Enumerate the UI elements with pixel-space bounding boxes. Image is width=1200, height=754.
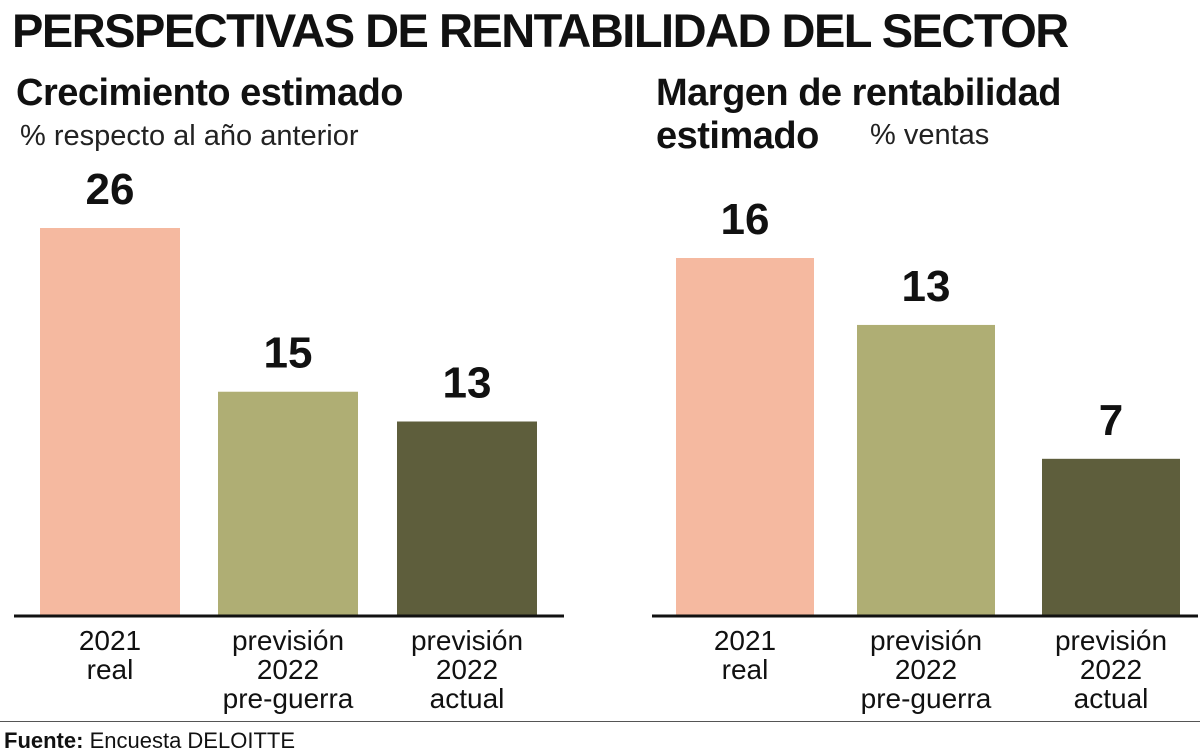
chart2-category-label-2-line-2: 2022 — [895, 654, 957, 685]
chart2-bar-1 — [676, 258, 814, 615]
chart-title: PERSPECTIVAS DE RENTABILIDAD DEL SECTOR — [12, 4, 1069, 57]
chart1-category-label-3-line-1: previsión — [411, 625, 523, 656]
chart2-value-label-2: 13 — [902, 262, 951, 311]
panel-2-title-line1: Margen de rentabilidad — [656, 72, 1061, 114]
source-text: Encuesta DELOITTE — [89, 728, 295, 753]
chart1-category-label-2-line-3: pre-guerra — [223, 683, 354, 714]
chart1-value-label-2: 15 — [264, 329, 313, 378]
source-label: Fuente: — [4, 728, 84, 753]
panel-1-subtitle: % respecto al año anterior — [20, 120, 359, 152]
chart1-category-label-3-line-2: 2022 — [436, 654, 498, 685]
chart2-bar-2 — [857, 324, 995, 615]
chart1-bar-3 — [397, 421, 537, 615]
chart2-category-label-3-line-1: previsión — [1055, 625, 1167, 656]
chart1-category-label-1-line-1: 2021 — [79, 625, 141, 656]
chart1-category-label-2-line-1: previsión — [232, 625, 344, 656]
chart1-category-label-1-line-2: real — [87, 654, 134, 685]
panel-1-title: Crecimiento estimado — [16, 72, 404, 114]
chart2-category-label-1-line-1: 2021 — [714, 625, 776, 656]
chart2-category-label-3-line-2: 2022 — [1080, 654, 1142, 685]
footer-divider — [0, 721, 1200, 722]
chart2-category-label-2-line-3: pre-guerra — [861, 683, 992, 714]
chart1-value-label-3: 13 — [443, 359, 492, 408]
chart1-bar-2 — [218, 391, 358, 615]
chart2-bar-3 — [1042, 458, 1180, 615]
charts-canvas: 262021real15previsión2022pre-guerra13pre… — [14, 165, 1198, 714]
chart2-category-label-3-line-3: actual — [1074, 683, 1149, 714]
chart2-value-label-3: 7 — [1099, 396, 1123, 445]
source-note: Fuente: Encuesta DELOITTE — [4, 728, 295, 754]
panel-2-title-line2: estimado — [656, 115, 819, 157]
chart1-category-label-2-line-2: 2022 — [257, 654, 319, 685]
chart2-value-label-1: 16 — [721, 195, 770, 244]
chart1-value-label-1: 26 — [86, 165, 135, 214]
chart2-category-label-2-line-1: previsión — [870, 625, 982, 656]
panel-2-subtitle: % ventas — [870, 119, 990, 151]
chart1-bar-1 — [40, 228, 180, 615]
chart1-category-label-3-line-3: actual — [430, 683, 505, 714]
chart2-category-label-1-line-2: real — [722, 654, 769, 685]
